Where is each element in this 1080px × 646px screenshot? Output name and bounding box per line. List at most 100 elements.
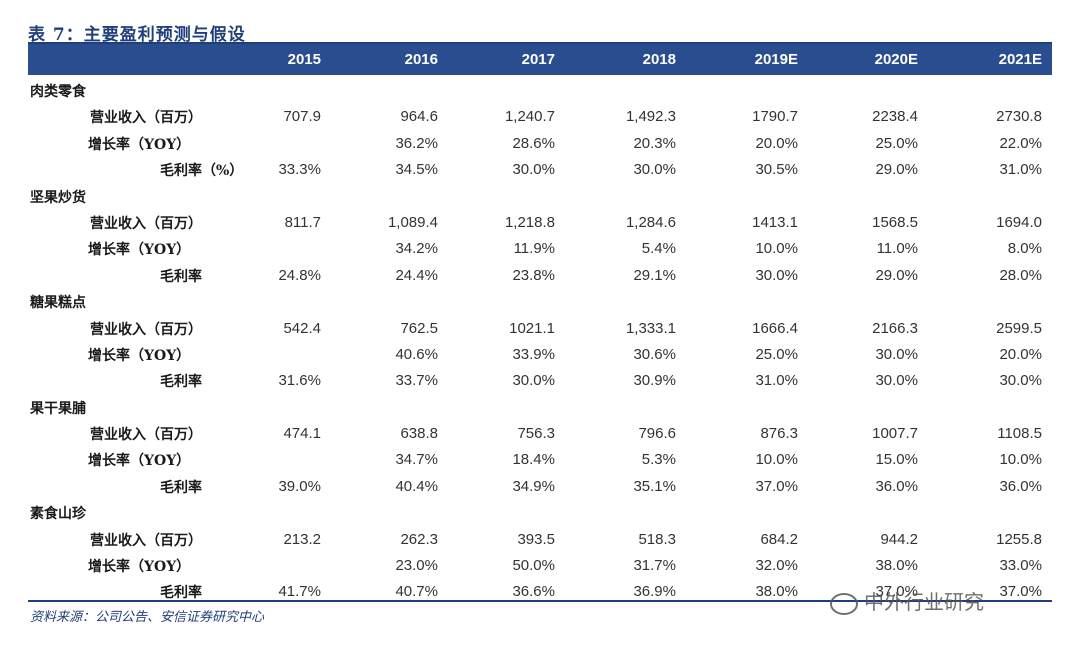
table-cell: 2238.4 [872, 108, 918, 126]
table-cell: 30.0% [875, 372, 918, 390]
table-cell: 474.1 [283, 425, 321, 443]
table-cell: 1,333.1 [625, 319, 676, 337]
table-cell: 796.6 [638, 425, 676, 443]
table-cell: 30.9% [633, 372, 676, 390]
table-cell: 29.1% [633, 266, 676, 284]
table-row: 毛利率 41.7% 40.7% 36.6% 36.9% 38.0% 37.0% 37.0% [28, 579, 1052, 605]
table-cell: 28.0% [999, 266, 1042, 284]
table-cell: 25.0% [875, 134, 918, 152]
table-cell: 30.0% [999, 372, 1042, 390]
year-header: 2017 [521, 51, 555, 68]
table-cell: 1,284.6 [625, 213, 676, 231]
table-cell: 31.7% [633, 557, 676, 575]
table-cell: 964.6 [400, 108, 438, 126]
category-label: 肉类零食 [30, 84, 86, 100]
table-cell: 38.0% [875, 557, 918, 575]
table-header: 2015 2016 2017 2018 2019E 2020E 2021E [28, 44, 1052, 75]
table-cell: 762.5 [400, 319, 438, 337]
table-cell: 1568.5 [872, 213, 918, 231]
table-cell: 393.5 [517, 530, 555, 548]
table-cell: 24.4% [395, 266, 438, 284]
table-cell: 5.4% [641, 240, 676, 258]
table-cell: 37.0% [875, 583, 918, 601]
metric-label: 毛利率 [160, 374, 202, 391]
metric-label: 营业收入（百万） [90, 215, 202, 232]
table-cell: 11.0% [876, 240, 918, 258]
metric-label: 增长率（YOY） [88, 453, 191, 470]
table-cell: 2730.8 [996, 108, 1042, 126]
table-cell: 34.7% [395, 451, 438, 469]
table-cell: 2599.5 [996, 319, 1042, 337]
table-cell: 1,218.8 [504, 213, 555, 231]
metric-label: 毛利率 [160, 479, 202, 496]
table-row: 增长率（YOY） 40.6% 33.9% 30.6% 25.0% 30.0% 20.0% [28, 342, 1052, 368]
table-cell: 756.3 [517, 425, 555, 443]
table-cell: 34.9% [512, 477, 555, 495]
table-cell: 32.0% [755, 557, 798, 575]
source-note: 资料来源：公司公告、安信证券研究中心 [30, 610, 265, 625]
table-cell: 39.0% [278, 477, 321, 495]
metric-label: 毛利率 [160, 585, 202, 602]
year-header: 2016 [404, 51, 438, 68]
table-cell: 34.2% [395, 240, 438, 258]
table-cell: 25.0% [755, 345, 798, 363]
metric-label: 营业收入（百万） [90, 110, 202, 127]
table-row: 毛利率 24.8% 24.4% 23.8% 29.1% 30.0% 29.0% 28.0% [28, 263, 1052, 289]
table-cell: 876.3 [760, 425, 798, 443]
table-cell: 33.7% [395, 372, 438, 390]
table-cell: 29.0% [875, 266, 918, 284]
table-cell: 38.0% [755, 583, 798, 601]
table-row: 增长率（YOY） 23.0% 50.0% 31.7% 32.0% 38.0% 33.0% [28, 553, 1052, 579]
table-cell: 1007.7 [872, 425, 918, 443]
table-cell: 20.3% [633, 134, 676, 152]
table-cell: 20.0% [999, 345, 1042, 363]
table-cell: 30.0% [512, 372, 555, 390]
year-header: 2021E [998, 51, 1042, 68]
category-row: 果干果脯 [28, 395, 1052, 421]
table-cell: 1790.7 [752, 108, 798, 126]
metric-label: 营业收入（百万） [90, 321, 202, 338]
table-cell: 1,240.7 [504, 108, 555, 126]
table-cell: 40.7% [395, 583, 438, 601]
table-cell: 10.0% [755, 240, 798, 258]
table-cell: 638.8 [400, 425, 438, 443]
table-cell: 1108.5 [997, 425, 1042, 443]
table-cell: 33.3% [278, 161, 321, 179]
metric-label: 毛利率 [160, 268, 202, 285]
metric-label: 营业收入（百万） [90, 427, 202, 444]
table-cell: 50.0% [512, 557, 555, 575]
table-row: 营业收入（百万） 707.9 964.6 1,240.7 1,492.3 1790.7 22… [28, 104, 1052, 130]
table-cell: 5.3% [641, 451, 676, 469]
metric-label: 增长率（YOY） [88, 136, 191, 153]
year-header: 2019E [754, 51, 798, 68]
wechat-watermark: 中外行业研究 [830, 586, 984, 615]
table-cell: 10.0% [999, 451, 1042, 469]
table-cell: 41.7% [278, 583, 321, 601]
table-cell: 542.4 [283, 319, 321, 337]
table-cell: 707.9 [283, 108, 321, 126]
table-cell: 10.0% [755, 451, 798, 469]
watermark-text: 中外行业研究 [864, 590, 984, 614]
bottom-rule [28, 600, 1052, 602]
table-cell: 34.5% [395, 161, 438, 179]
table-cell: 2166.3 [872, 319, 918, 337]
table-cell: 35.1% [633, 477, 676, 495]
table-cell: 262.3 [400, 530, 438, 548]
table-cell: 20.0% [755, 134, 798, 152]
table-cell: 33.9% [512, 345, 555, 363]
table-cell: 36.9% [633, 583, 676, 601]
table-row: 毛利率（%） 33.3% 34.5% 30.0% 30.0% 30.5% 29.0% 31.0… [28, 157, 1052, 183]
table-cell: 30.0% [633, 161, 676, 179]
category-row: 素食山珍 [28, 500, 1052, 526]
title-rule [28, 42, 1052, 44]
forecast-table: 肉类零食 营业收入（百万） 707.9 964.6 1,240.7 1,492.3 1790… [28, 78, 1052, 606]
table-cell: 30.0% [755, 266, 798, 284]
table-row: 营业收入（百万） 811.7 1,089.4 1,218.8 1,284.6 1413.1… [28, 210, 1052, 236]
table-cell: 23.0% [395, 557, 438, 575]
year-header: 2018 [642, 51, 676, 68]
table-cell: 1413.1 [752, 213, 798, 231]
table-cell: 37.0% [999, 583, 1042, 601]
table-row: 营业收入（百万） 542.4 762.5 1021.1 1,333.1 1666.4 216… [28, 316, 1052, 342]
table-row: 营业收入（百万） 474.1 638.8 756.3 796.6 876.3 1007.7 1… [28, 421, 1052, 447]
table-cell: 11.9% [513, 240, 555, 258]
